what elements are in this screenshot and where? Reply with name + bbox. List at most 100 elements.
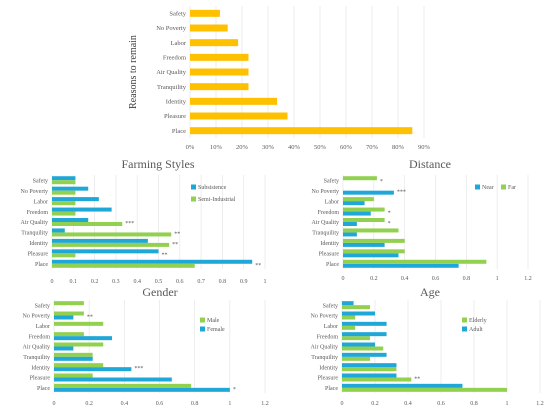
top-bar-value bbox=[190, 97, 278, 105]
gender-bar-male bbox=[54, 342, 104, 347]
gender-x-tick-label: 0.8 bbox=[191, 401, 199, 407]
distance-chart: Distance 0 0.2 0.4 0.6 0.8 1 1.2 Place Pleasure Id… bbox=[312, 157, 532, 282]
farming-significance-label: ** bbox=[172, 242, 178, 248]
top-bar-value bbox=[190, 68, 249, 76]
farming-x-tick-label: 0.6 bbox=[176, 279, 184, 285]
age-bar-adult bbox=[342, 311, 375, 316]
age-bar-adult bbox=[342, 383, 463, 388]
farming-bar-subsistence bbox=[52, 228, 65, 233]
age-bar-elderly bbox=[342, 377, 412, 382]
farming-x-tick-label: 0.7 bbox=[197, 279, 205, 285]
age-chart: Age 0 0.2 0.4 0.6 0.8 1 1.2 Place Pleasure Identit… bbox=[311, 285, 544, 407]
farming-bar-subsistence bbox=[52, 249, 159, 254]
age-bar-elderly bbox=[342, 387, 507, 392]
top-bar-value bbox=[190, 112, 288, 120]
farming-significance-label: *** bbox=[125, 221, 134, 227]
age-bar-elderly bbox=[342, 356, 371, 361]
gender-legend-label: Female bbox=[207, 327, 225, 333]
top-x-tick-label: 90% bbox=[418, 144, 431, 151]
reasons-to-remain-chart: Reasons to remain 0% 10% 20% 30% 40% 50% 60% 70%… bbox=[128, 6, 431, 151]
farming-legend-label: Semi-Industrial bbox=[198, 197, 236, 203]
distance-bar-near bbox=[343, 190, 394, 195]
distance-x-tick-label: 0 bbox=[342, 276, 345, 282]
age-bar-elderly bbox=[342, 305, 371, 310]
gender-bar-male bbox=[54, 321, 104, 326]
top-category-label: Tranquility bbox=[157, 84, 187, 91]
farming-legend-swatch bbox=[191, 184, 196, 190]
gender-legend-label: Male bbox=[207, 318, 220, 324]
distance-category-label: Safety bbox=[324, 177, 339, 184]
gender-chart: Gender 0 0.2 0.4 0.6 0.8 1 1.2 Place Pleasure Iden… bbox=[23, 285, 269, 407]
gender-category-label: Freedom bbox=[29, 334, 51, 340]
age-legend-swatch bbox=[462, 317, 467, 323]
farming-significance-label: ** bbox=[255, 263, 261, 269]
farming-bar-subsistence bbox=[52, 218, 89, 222]
distance-bar-far bbox=[343, 238, 405, 243]
gender-x-tick-label: 1 bbox=[228, 401, 231, 407]
farming-x-tick-label: 0.2 bbox=[91, 279, 99, 285]
gender-category-label: Pleasure bbox=[30, 376, 51, 382]
distance-category-label: Identity bbox=[320, 241, 339, 247]
gender-category-label: No Poverty bbox=[23, 314, 51, 320]
gender-category-label: Safety bbox=[35, 302, 50, 309]
top-x-tick-label: 80% bbox=[392, 144, 405, 151]
gender-chart-title: Gender bbox=[142, 285, 177, 299]
top-x-tick-label: 40% bbox=[288, 144, 301, 151]
age-category-label: Identity bbox=[319, 365, 338, 371]
age-bar-elderly bbox=[342, 315, 356, 320]
top-category-label: Air Quality bbox=[156, 69, 187, 76]
distance-x-tick-label: 1.2 bbox=[524, 276, 532, 282]
distance-category-label: Tranquility bbox=[312, 231, 339, 237]
top-bar-value bbox=[190, 53, 249, 61]
gender-significance-label: *** bbox=[134, 366, 143, 372]
gender-significance-label: * bbox=[233, 387, 236, 393]
farming-bar-semi-industrial bbox=[52, 201, 76, 206]
top-category-label: Labor bbox=[170, 40, 186, 47]
farming-bar-semi-industrial bbox=[52, 180, 76, 185]
distance-category-label: Pleasure bbox=[319, 252, 340, 258]
gender-category-label: Identity bbox=[31, 365, 50, 371]
distance-bar-near bbox=[343, 201, 365, 206]
gender-bar-male bbox=[54, 352, 93, 357]
distance-bar-far bbox=[343, 176, 377, 181]
farming-x-tick-label: 1 bbox=[264, 279, 267, 285]
age-bar-elderly bbox=[342, 367, 397, 372]
farming-legend-swatch bbox=[191, 196, 196, 202]
distance-legend-label: Near bbox=[482, 185, 494, 191]
farming-bar-semi-industrial bbox=[52, 222, 123, 226]
age-category-label: Tranquility bbox=[311, 355, 338, 361]
age-category-label: Air Quality bbox=[311, 345, 339, 351]
farming-x-tick-label: 0.8 bbox=[219, 279, 227, 285]
distance-bar-far bbox=[343, 218, 385, 222]
distance-x-tick-label: 0.4 bbox=[401, 276, 409, 282]
farming-styles-chart: Farming Styles 0 0.1 0.2 0.3 0.4 0.5 0.6 0.7 0.8 0… bbox=[21, 157, 267, 285]
age-bar-adult bbox=[342, 332, 387, 337]
distance-bar-far bbox=[343, 259, 487, 264]
gender-bar-female bbox=[54, 356, 93, 361]
gender-bar-female bbox=[54, 336, 113, 341]
distance-significance-label: * bbox=[388, 221, 391, 227]
age-x-tick-label: 0.6 bbox=[437, 401, 445, 407]
distance-legend-swatch bbox=[475, 184, 480, 190]
gender-bar-female bbox=[54, 367, 132, 372]
age-x-tick-label: 0.4 bbox=[404, 401, 412, 407]
top-x-tick-label: 60% bbox=[340, 144, 353, 151]
distance-bar-near bbox=[343, 211, 371, 216]
distance-category-label: Freedom bbox=[318, 210, 340, 216]
farming-x-tick-label: 0 bbox=[51, 279, 54, 285]
distance-category-label: Air Quality bbox=[312, 220, 340, 226]
farming-category-label: No Poverty bbox=[21, 189, 49, 195]
top-bar-value bbox=[190, 83, 249, 91]
age-x-tick-label: 1.2 bbox=[536, 401, 544, 407]
distance-x-tick-label: 0.6 bbox=[432, 276, 440, 282]
farming-bar-subsistence bbox=[52, 207, 112, 212]
gender-x-tick-label: 0 bbox=[53, 401, 56, 407]
farming-category-label: Air Quality bbox=[21, 220, 49, 226]
distance-x-tick-label: 0.8 bbox=[463, 276, 471, 282]
age-category-label: Place bbox=[325, 386, 338, 392]
gender-bar-male bbox=[54, 311, 84, 316]
top-bar-value bbox=[190, 24, 228, 32]
farming-x-tick-label: 0.9 bbox=[240, 279, 248, 285]
age-x-tick-label: 0.2 bbox=[371, 401, 379, 407]
farming-bar-semi-industrial bbox=[52, 211, 76, 216]
